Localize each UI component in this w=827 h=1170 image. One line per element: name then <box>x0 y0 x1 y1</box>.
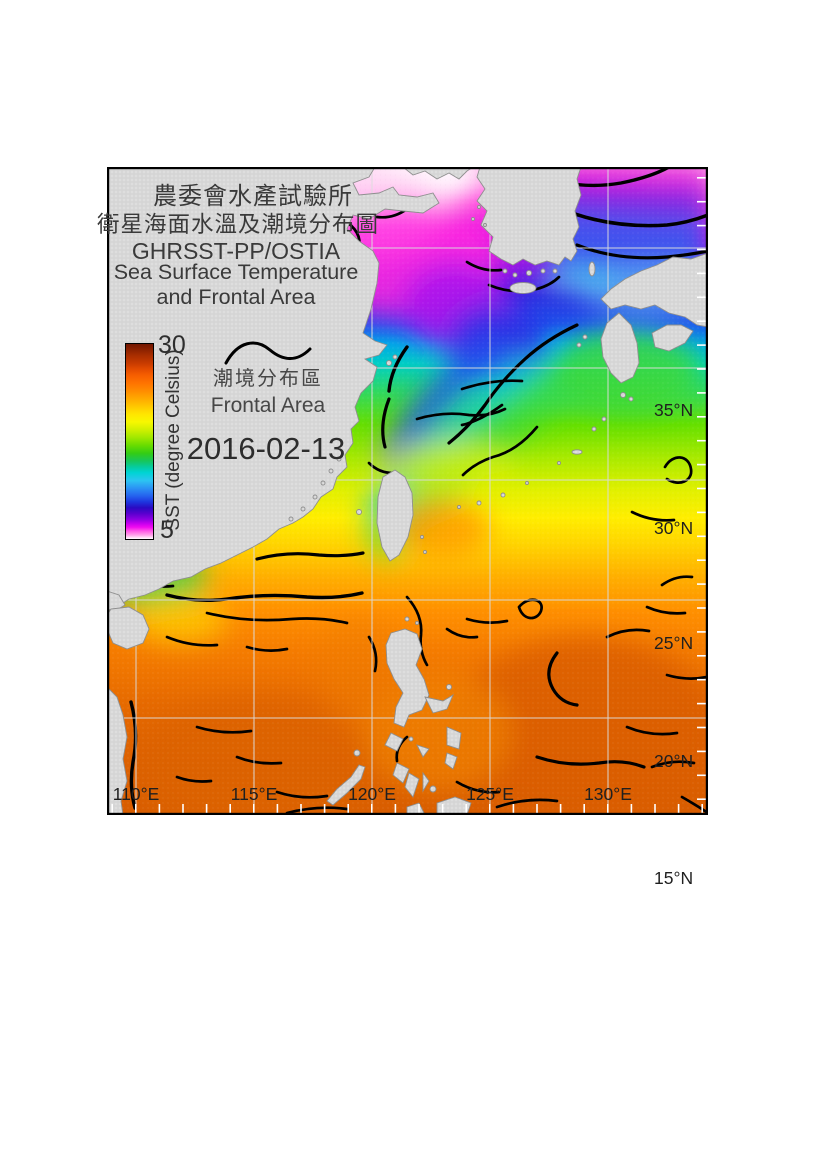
colorbar-axis-label: SST (degree Celsius) <box>163 349 185 531</box>
frontal-line-symbol-icon <box>224 341 312 365</box>
sst-map-canvas <box>107 167 708 815</box>
colorbar-max-tick: 30 <box>158 331 186 359</box>
land-korea <box>476 167 582 266</box>
product-title-zh: 衛星海面水溫及潮境分布圖 <box>96 212 379 237</box>
lat-label-30n: 30°N <box>654 518 694 538</box>
lon-label-115e: 115°E <box>230 784 278 804</box>
land-china <box>107 167 440 612</box>
land-shikoku <box>651 324 694 352</box>
title-en-line2: and Frontal Area <box>156 285 316 309</box>
lat-label-20n: 20°N <box>654 751 694 771</box>
map-date: 2016-02-13 <box>186 431 346 466</box>
legend-label-en: Frontal Area <box>210 394 326 417</box>
title-en-line1: Sea Surface Temperature <box>113 260 359 284</box>
map-area: 35°N 30°N 25°N 20°N 15°N 110°E 115°E 120… <box>107 167 708 887</box>
land-luzon <box>385 628 430 728</box>
degree-ticks <box>111 177 706 813</box>
lat-label-25n: 25°N <box>654 633 694 653</box>
sst-colorbar <box>125 343 154 540</box>
lon-label-125e: 125°E <box>466 784 514 804</box>
lon-label-130e: 130°E <box>584 784 632 804</box>
lat-label-15n: 15°N <box>654 868 694 888</box>
lon-label-110e: 110°E <box>112 784 160 804</box>
land-kyushu <box>600 312 640 384</box>
land-vietnam <box>107 686 128 815</box>
agency-title-zh: 農委會水產試驗所 <box>153 183 353 210</box>
lon-label-120e: 120°E <box>348 784 396 804</box>
land-honshu <box>600 252 708 328</box>
land-hainan <box>107 606 150 650</box>
lat-label-35n: 35°N <box>654 400 694 420</box>
landmasses <box>107 167 708 815</box>
product-code: GHRSST-PP/OSTIA <box>131 238 341 264</box>
map-frame <box>107 167 708 815</box>
colorbar-min-tick: 5 <box>160 516 174 544</box>
land-taiwan <box>376 469 414 562</box>
legend-label-zh: 潮境分布區 <box>213 368 323 390</box>
